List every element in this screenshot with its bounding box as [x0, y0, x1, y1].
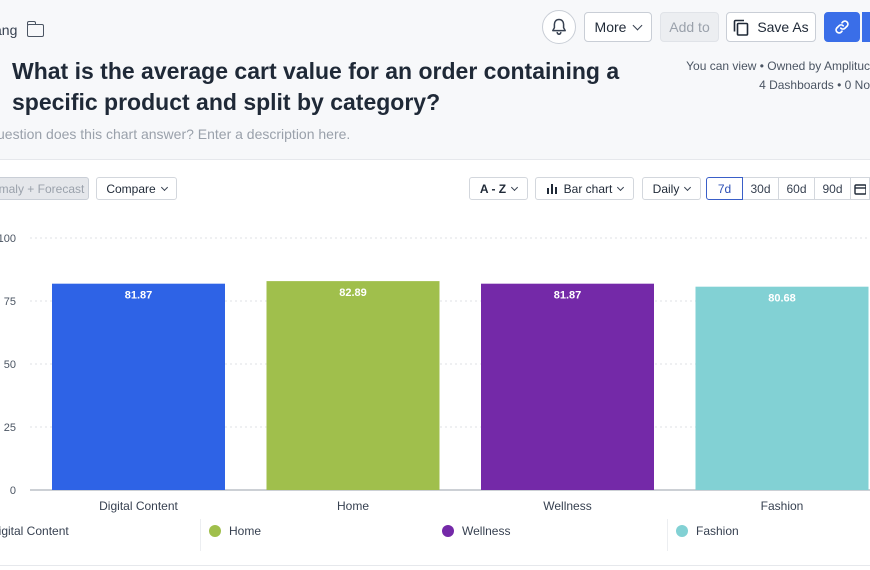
chevron-down-icon — [617, 183, 625, 191]
interval-label: Daily — [652, 181, 680, 196]
legend-item-wellness[interactable]: Wellness — [442, 524, 510, 538]
calendar-icon — [854, 183, 866, 195]
bar-chart-icon — [546, 184, 557, 194]
y-tick-label: 50 — [4, 359, 16, 371]
chart-header: ang What is the average cart value for a… — [0, 0, 870, 160]
bar[interactable] — [695, 286, 869, 490]
x-tick-label: Home — [337, 499, 369, 513]
bar[interactable] — [481, 283, 654, 490]
date-range-selector: 7d 30d 60d 90d — [706, 177, 870, 200]
add-to-button[interactable]: Add to — [660, 12, 719, 42]
legend-label: Digital Content — [0, 524, 69, 538]
bar[interactable] — [266, 281, 440, 490]
bar-chart: 0 25 50 75 100 81.87 Digital Content 82.89 Home 8… — [0, 233, 870, 513]
legend-divider — [200, 519, 201, 551]
description-field[interactable]: uestion does this chart answer? Enter a … — [0, 126, 351, 142]
data-label: 82.89 — [339, 287, 367, 299]
data-label: 81.87 — [554, 290, 582, 302]
legend-dot — [442, 525, 454, 537]
x-tick-label: Digital Content — [99, 499, 178, 513]
anomaly-forecast-button[interactable]: maly + Forecast — [0, 177, 89, 200]
y-tick-label: 25 — [4, 422, 16, 434]
y-tick-label: 100 — [0, 233, 16, 245]
permissions-text[interactable]: You can view • Owned by Amplituc — [686, 59, 870, 73]
save-as-button[interactable]: Save As — [726, 12, 816, 42]
share-menu-button[interactable] — [862, 12, 870, 42]
data-label: 80.68 — [768, 293, 796, 305]
panel-bottom-border — [0, 565, 870, 566]
add-to-label: Add to — [669, 19, 710, 35]
x-tick-label: Fashion — [761, 499, 804, 513]
range-90d[interactable]: 90d — [814, 177, 851, 200]
more-button[interactable]: More — [584, 12, 652, 42]
data-label: 81.87 — [125, 290, 153, 302]
save-as-label: Save As — [757, 19, 809, 35]
chart-type-dropdown[interactable]: Bar chart — [535, 177, 634, 200]
sort-label: A - Z — [479, 181, 507, 196]
sort-dropdown[interactable]: A - Z — [469, 177, 528, 200]
calendar-button[interactable] — [850, 177, 870, 200]
chevron-down-icon — [684, 183, 692, 191]
legend-dot — [676, 525, 688, 537]
legend-label: Home — [229, 524, 262, 538]
bell-icon — [552, 18, 566, 35]
compare-label: Compare — [106, 181, 156, 196]
link-icon — [835, 20, 849, 34]
range-60d[interactable]: 60d — [778, 177, 815, 200]
notification-bell-button[interactable] — [542, 10, 576, 44]
interval-dropdown[interactable]: Daily — [642, 177, 701, 200]
y-tick-label: 75 — [4, 296, 16, 308]
folder-icon[interactable] — [26, 20, 45, 37]
legend-label: Fashion — [696, 524, 739, 538]
usage-text[interactable]: 4 Dashboards • 0 No — [759, 78, 870, 92]
bar[interactable] — [52, 283, 225, 490]
legend-divider — [667, 519, 668, 551]
page-title[interactable]: What is the average cart value for an or… — [12, 58, 620, 115]
chevron-down-icon — [511, 183, 519, 191]
range-30d[interactable]: 30d — [742, 177, 779, 200]
chart-type-label: Bar chart — [563, 181, 613, 196]
more-label: More — [594, 19, 627, 35]
range-7d[interactable]: 7d — [706, 177, 743, 200]
share-link-button[interactable] — [824, 12, 860, 42]
legend-item-home[interactable]: Home — [209, 524, 261, 538]
y-tick-label: 0 — [10, 485, 16, 497]
chevron-down-icon — [633, 20, 643, 30]
breadcrumb[interactable]: ang — [0, 20, 45, 38]
anomaly-forecast-label: maly + Forecast — [0, 181, 85, 196]
chart-meta: You can view • Owned by Amplituc 4 Dashb… — [686, 57, 870, 95]
owner-name[interactable]: ang — [0, 22, 18, 38]
legend-item-digital-content[interactable]: Digital Content — [0, 524, 69, 538]
legend-item-fashion[interactable]: Fashion — [676, 524, 739, 538]
legend-label: Wellness — [462, 524, 511, 538]
chevron-down-icon — [160, 183, 168, 191]
x-tick-label: Wellness — [543, 499, 591, 513]
legend-dot — [209, 525, 221, 537]
copy-icon — [734, 19, 749, 36]
compare-dropdown[interactable]: Compare — [96, 177, 177, 200]
